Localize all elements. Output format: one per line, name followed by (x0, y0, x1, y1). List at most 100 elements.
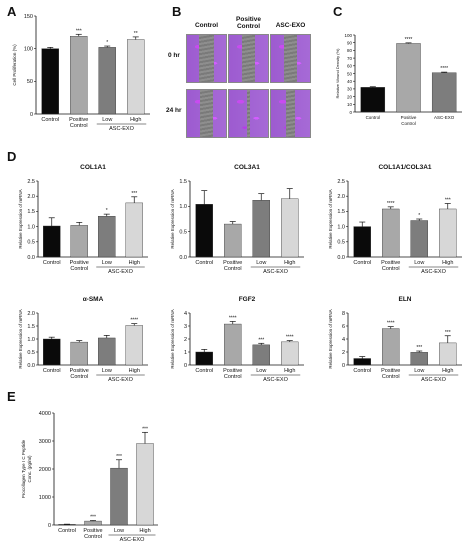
x-tick-label: High (129, 368, 140, 374)
panel-letter-e: E (7, 389, 16, 404)
bar (110, 467, 128, 526)
wound-gap (283, 35, 298, 82)
group-label: ASC-EXO (263, 269, 288, 275)
y-tick-label: 0.5 (179, 229, 187, 235)
significance-label: * (106, 208, 108, 214)
significance-label: **** (387, 201, 395, 207)
x-tick-label: Control (70, 123, 88, 129)
y-tick-label: 40 (347, 79, 353, 84)
wound-gap (199, 35, 214, 82)
wound-image-r1-c2 (270, 89, 311, 138)
y-axis-label: Relative Expression of mRNA (170, 309, 175, 368)
y-tick-label: 1.5 (179, 179, 187, 185)
y-tick-label: 0 (349, 110, 352, 115)
significance-label: *** (416, 345, 422, 351)
bar (431, 72, 457, 113)
significance-label: * (106, 40, 108, 46)
y-axis-label: Relative Wound Density (%) (335, 48, 340, 99)
y-tick-label: 2.5 (337, 179, 345, 185)
wound-column-label-asc-exo: ASC-EXO (275, 22, 306, 29)
significance-label: **** (387, 321, 395, 327)
y-tick-label: 4000 (39, 411, 51, 417)
x-tick-label: Low (114, 528, 124, 534)
y-axis-label: Relative Expression of mRNA (328, 309, 333, 368)
significance-label: *** (445, 197, 451, 203)
y-tick-label: 6 (342, 324, 345, 330)
significance-label: * (418, 213, 420, 219)
significance-label: **** (130, 318, 138, 324)
x-tick-label: High (139, 528, 150, 534)
chart-title: COL3A1 (234, 164, 260, 171)
bar (125, 202, 143, 258)
chart-d2: COL3A1 0.0 0.5 1.0 1.5 Relative Expression of… (170, 164, 304, 275)
x-tick-label: Low (414, 368, 424, 374)
bar (98, 337, 116, 366)
x-tick-label: Low (102, 117, 112, 123)
chart-title: COL1A1/COL3A1 (378, 164, 431, 171)
wound-image-r1-c1 (228, 89, 269, 138)
bar (360, 87, 386, 113)
group-label: ASC-EXO (421, 269, 446, 275)
y-tick-label: 0.0 (27, 363, 35, 369)
y-axis-label: Relative Expression of mRNA (18, 189, 23, 248)
panel-letter-a: A (7, 4, 17, 19)
x-tick-label: Control (195, 368, 213, 374)
y-tick-label: 3000 (39, 439, 51, 445)
wound-gap (246, 90, 251, 137)
x-tick-label: Control (224, 266, 242, 272)
significance-label: **** (405, 37, 413, 43)
bar (439, 342, 457, 366)
bar (195, 351, 213, 366)
bar (252, 344, 270, 366)
group-label: ASC-EXO (108, 269, 133, 275)
significance-label: *** (142, 426, 148, 432)
x-tick-label: High (284, 368, 295, 374)
x-tick-label: Positive (401, 115, 417, 120)
panel-letter-d: D (7, 149, 17, 164)
bar (224, 323, 242, 366)
wound-row-label-24hr: 24 hr (166, 107, 182, 114)
group-label: ASC-EXO (108, 377, 133, 383)
significance-label: *** (116, 454, 122, 460)
bar (353, 226, 371, 258)
chart-d1: COL1A1 0.0 0.5 1.0 1.5 2.0 2.5 Relative Express… (18, 164, 148, 275)
wound-image-r0-c2 (270, 34, 311, 83)
chart-title: COL1A1 (80, 164, 106, 171)
significance-label: *** (76, 28, 82, 34)
y-tick-label: 2 (184, 337, 187, 343)
y-tick-label: 0 (30, 112, 33, 118)
panel-letter-b: B (172, 4, 182, 19)
y-tick-label: 50 (347, 71, 353, 76)
wound-gap (241, 35, 256, 82)
chart-d5: FGF2 0 1 2 3 4 Relative Expression of mRNA Cont… (170, 296, 304, 383)
y-tick-label: 50 (27, 79, 33, 85)
y-tick-label: 4 (342, 337, 345, 343)
y-axis-label: Relative Expression of mRNA (170, 189, 175, 248)
y-axis-label: Conc. (pg/ml) (27, 455, 32, 483)
bar (382, 328, 400, 366)
bar (136, 443, 154, 526)
y-tick-label: 1.5 (27, 209, 35, 215)
chart-title: FGF2 (239, 296, 256, 303)
y-tick-label: 20 (347, 94, 353, 99)
y-tick-label: 1.0 (27, 224, 35, 230)
bar (439, 208, 457, 258)
x-tick-label: Low (102, 260, 112, 266)
y-tick-label: 2000 (39, 467, 51, 473)
x-tick-label: Control (43, 368, 61, 374)
x-tick-label: Positive (223, 368, 242, 374)
bar (70, 36, 88, 115)
y-tick-label: 0.0 (337, 255, 345, 261)
bar (43, 338, 61, 366)
y-tick-label: 2.0 (27, 194, 35, 200)
y-tick-label: 30 (347, 87, 353, 92)
x-tick-label: Positive (381, 368, 400, 374)
y-tick-label: 2 (342, 350, 345, 356)
x-tick-label: Control (353, 260, 371, 266)
bar (353, 358, 371, 366)
bar (281, 341, 299, 366)
x-tick-label: Low (102, 368, 112, 374)
y-tick-label: 1 (184, 350, 187, 356)
significance-label: *** (445, 330, 451, 336)
